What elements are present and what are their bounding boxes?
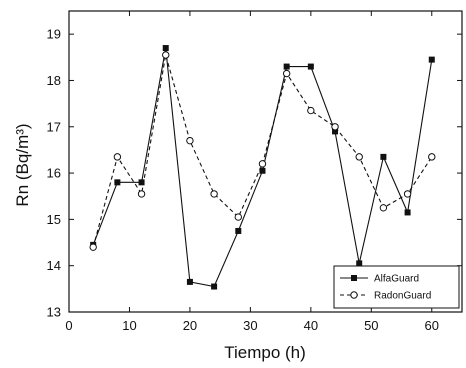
- data-point: [428, 153, 436, 161]
- y-tick-label: 16: [47, 166, 61, 181]
- data-point: [235, 227, 242, 234]
- legend-marker: [350, 291, 358, 299]
- data-point: [380, 153, 387, 160]
- x-tick-label: 0: [65, 318, 72, 333]
- data-point: [404, 209, 411, 216]
- y-tick-label: 15: [47, 212, 61, 227]
- data-point: [114, 179, 121, 186]
- axes: 0 10 20 30 40 50 60 13 14 15 16 17 18 19: [47, 11, 462, 333]
- data-point: [283, 63, 290, 70]
- y-tick-label: 19: [47, 27, 61, 42]
- x-axis-title: Tiempo (h): [224, 343, 306, 362]
- data-point: [332, 128, 339, 135]
- data-point: [428, 56, 435, 63]
- series-RadonGuard: [89, 51, 436, 251]
- legend-box: [333, 265, 460, 309]
- legend-label: RadonGuard: [374, 291, 431, 302]
- plot-area: [68, 10, 463, 313]
- data-point: [162, 45, 169, 52]
- data-point: [307, 106, 315, 115]
- data-point: [113, 153, 122, 161]
- y-tick-label: 14: [47, 258, 61, 273]
- data-point: [379, 204, 388, 212]
- y-tick-label: 18: [47, 73, 61, 88]
- data-point: [259, 167, 266, 174]
- x-tick-label: 30: [243, 318, 257, 333]
- data-point: [138, 179, 145, 186]
- y-tick-label: 13: [47, 305, 61, 320]
- legend-marker: [351, 275, 357, 281]
- data-point: [234, 213, 242, 221]
- data-point: [186, 136, 194, 145]
- data-point: [356, 260, 363, 267]
- x-tick-label: 60: [425, 318, 439, 333]
- data-point: [307, 63, 314, 70]
- data-point: [162, 51, 170, 59]
- y-tick-label: 17: [47, 119, 61, 134]
- x-tick-label: 50: [364, 318, 378, 333]
- series-layer: [89, 45, 436, 290]
- data-point: [282, 69, 291, 78]
- legend: AlfaGuard RadonGuard: [333, 265, 460, 309]
- data-point: [186, 278, 193, 285]
- data-point: [258, 160, 267, 168]
- data-point: [89, 243, 97, 251]
- x-tick-label: 20: [183, 318, 197, 333]
- data-point: [355, 153, 363, 161]
- x-tick-label: 10: [122, 318, 136, 333]
- data-point: [331, 123, 339, 131]
- data-point: [403, 190, 412, 198]
- data-point: [210, 190, 218, 198]
- legend-label: AlfaGuard: [374, 274, 419, 285]
- data-point: [211, 283, 218, 290]
- data-point: [137, 190, 146, 198]
- x-tick-label: 40: [304, 318, 318, 333]
- y-axis-title: Rn (Bq/m³): [13, 123, 32, 206]
